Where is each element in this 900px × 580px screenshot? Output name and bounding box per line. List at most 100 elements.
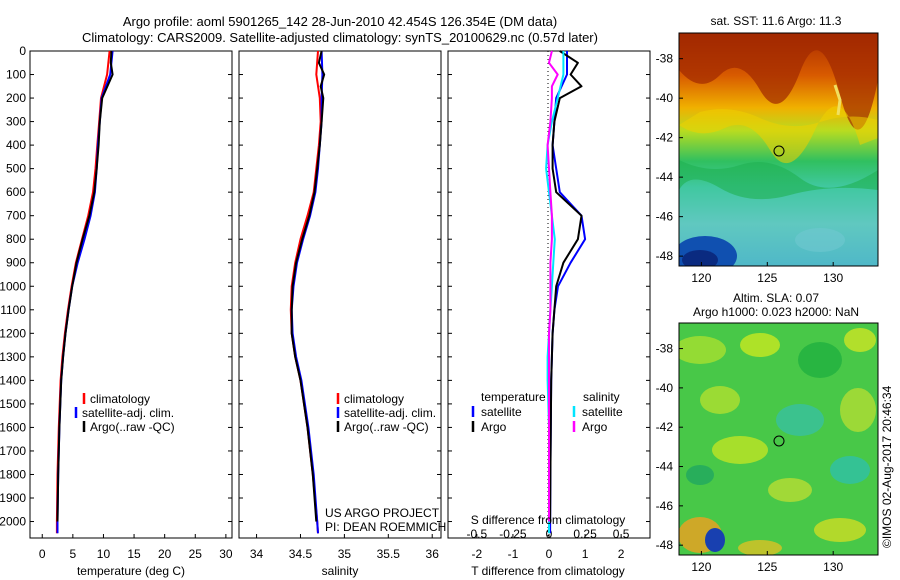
salinity-x-axis: 34 34.5 35 35.5 36 xyxy=(250,534,439,561)
series-line-salinity-argo xyxy=(546,50,559,522)
sla-map-title-2: Argo h1000: 0.023 h2000: NaN xyxy=(693,305,859,319)
sla-map-frame xyxy=(678,322,879,556)
x-tick-label: 10 xyxy=(97,547,111,561)
temperature-profiles xyxy=(55,50,114,534)
x-tick-label: 0 xyxy=(546,547,553,561)
map-y-tick-label: -40 xyxy=(656,91,674,105)
map-y-tick-label: -48 xyxy=(656,538,674,552)
title-line-1: Argo profile: aoml 5901265_142 28-Jun-20… xyxy=(122,14,558,29)
legend-climatology: climatology xyxy=(344,392,404,406)
x-tick-label: -2 xyxy=(472,547,483,561)
legend-temperature-title: temperature xyxy=(481,390,546,404)
sla-map-axes: -38 -40 -42 -44 -46 -48 120 125 130 xyxy=(656,342,844,574)
depth-tick-label: 300 xyxy=(6,115,26,129)
x-tick-label: 35.5 xyxy=(377,547,401,561)
series-line-argo-raw-qc- xyxy=(56,50,114,522)
depth-axis: 0 100 200 300 400 500 600 700 800 900 1000 1100 1200… xyxy=(0,44,650,529)
series-line-salinity-satellite xyxy=(545,51,565,534)
depth-tick-label: 900 xyxy=(6,256,26,270)
argo-location-marker xyxy=(773,145,785,157)
sst-map xyxy=(679,33,878,266)
s-tick-label: -0.25 xyxy=(499,527,527,541)
argo-location-marker-sla xyxy=(773,435,785,447)
legend-argo: Argo(..raw -QC) xyxy=(344,420,429,434)
series-line-argo-raw-qc- xyxy=(290,50,326,522)
series-line-climatology xyxy=(289,50,322,534)
map-y-tick-label: -46 xyxy=(656,210,674,224)
x-tick-label: 20 xyxy=(158,547,172,561)
legend-argo: Argo(..raw -QC) xyxy=(90,420,175,434)
s-tick-label: -0.5 xyxy=(467,527,488,541)
s-tick-label: 0.25 xyxy=(573,527,597,541)
sla-map-title-1: Altim. SLA: 0.07 xyxy=(733,291,819,305)
temperature-x-axis: 0 5 10 15 20 25 30 xyxy=(39,534,233,561)
map-y-tick-label: -42 xyxy=(656,420,674,434)
map-y-tick-label: -48 xyxy=(656,249,674,263)
x-tick-label: 34 xyxy=(250,547,264,561)
depth-tick-label: 600 xyxy=(6,185,26,199)
depth-tick-label: 1800 xyxy=(0,467,26,481)
legend-satellite: satellite-adj. clim. xyxy=(344,406,436,420)
sst-map-axes: -38 -40 -42 -44 -46 -48 120 125 130 xyxy=(656,52,844,285)
depth-tick-label: 1200 xyxy=(0,326,26,340)
x-tick-label: 5 xyxy=(70,547,77,561)
depth-tick-label: 1700 xyxy=(0,444,26,458)
x-tick-label: 1 xyxy=(582,547,589,561)
map-y-tick-label: -46 xyxy=(656,499,674,513)
depth-tick-label: 1600 xyxy=(0,420,26,434)
x-tick-label: 0 xyxy=(39,547,46,561)
series-line-climatology xyxy=(55,50,111,534)
x-tick-label: 35 xyxy=(338,547,352,561)
depth-tick-label: 1900 xyxy=(0,491,26,505)
depth-tick-label: 1000 xyxy=(0,279,26,293)
x-tick-label: 34.5 xyxy=(289,547,313,561)
legend-salinity-title: salinity xyxy=(583,390,620,404)
depth-tick-label: 100 xyxy=(6,68,26,82)
difference-xlabel: T difference from climatology xyxy=(471,564,625,578)
depth-tick-label: 0 xyxy=(19,44,26,58)
depth-tick-label: 800 xyxy=(6,232,26,246)
temperature-legend: climatology satellite-adj. clim. Argo(..… xyxy=(74,392,175,434)
x-tick-label: 2 xyxy=(618,547,625,561)
legend-satellite: satellite-adj. clim. xyxy=(82,406,174,420)
series-line-temperature-argo xyxy=(549,50,583,522)
sla-map xyxy=(679,323,878,555)
map-x-tick-label: 130 xyxy=(823,560,843,574)
map-x-tick-label: 120 xyxy=(691,271,711,285)
x-tick-label: -1 xyxy=(508,547,519,561)
salinity-axes xyxy=(238,50,442,539)
x-tick-label: 15 xyxy=(127,547,141,561)
depth-tick-label: 1500 xyxy=(0,397,26,411)
series-line-satellite-adj-clim- xyxy=(290,50,324,534)
map-x-tick-label: 130 xyxy=(823,271,843,285)
x-tick-label: 25 xyxy=(189,547,203,561)
credit-pi: PI: DEAN ROEMMICH xyxy=(325,520,446,534)
legend-temp-satellite: satellite xyxy=(481,405,522,419)
temperature-xlabel: temperature (deg C) xyxy=(77,564,185,578)
depth-tick-label: 500 xyxy=(6,162,26,176)
depth-tick-label: 200 xyxy=(6,91,26,105)
map-y-tick-label: -38 xyxy=(656,52,674,66)
map-y-tick-label: -42 xyxy=(656,131,674,145)
s-tick-label: 0 xyxy=(546,527,553,541)
difference-x-axis: -2 -1 0 1 2 -0.5 -0.25 0 0.25 0.5 xyxy=(467,527,630,561)
map-x-tick-label: 125 xyxy=(757,271,777,285)
legend-temp-argo: Argo xyxy=(481,420,507,434)
map-x-tick-label: 120 xyxy=(691,560,711,574)
map-y-tick-label: -40 xyxy=(656,381,674,395)
map-y-tick-label: -44 xyxy=(656,460,674,474)
depth-tick-label: 1300 xyxy=(0,350,26,364)
map-y-tick-label: -44 xyxy=(656,170,674,184)
difference-profiles xyxy=(545,50,587,534)
sst-map-frame xyxy=(678,32,879,267)
sst-map-title: sat. SST: 11.6 Argo: 11.3 xyxy=(711,14,842,28)
salinity-xlabel: salinity xyxy=(322,564,359,578)
salinity-profiles xyxy=(289,50,326,534)
legend-climatology: climatology xyxy=(90,392,150,406)
depth-tick-label: 400 xyxy=(6,138,26,152)
title-line-2: Climatology: CARS2009. Satellite-adjuste… xyxy=(82,30,598,45)
imos-credit: ©IMOS 02-Aug-2017 20:46:34 xyxy=(880,385,894,548)
x-tick-label: 30 xyxy=(219,547,233,561)
depth-tick-label: 700 xyxy=(6,209,26,223)
